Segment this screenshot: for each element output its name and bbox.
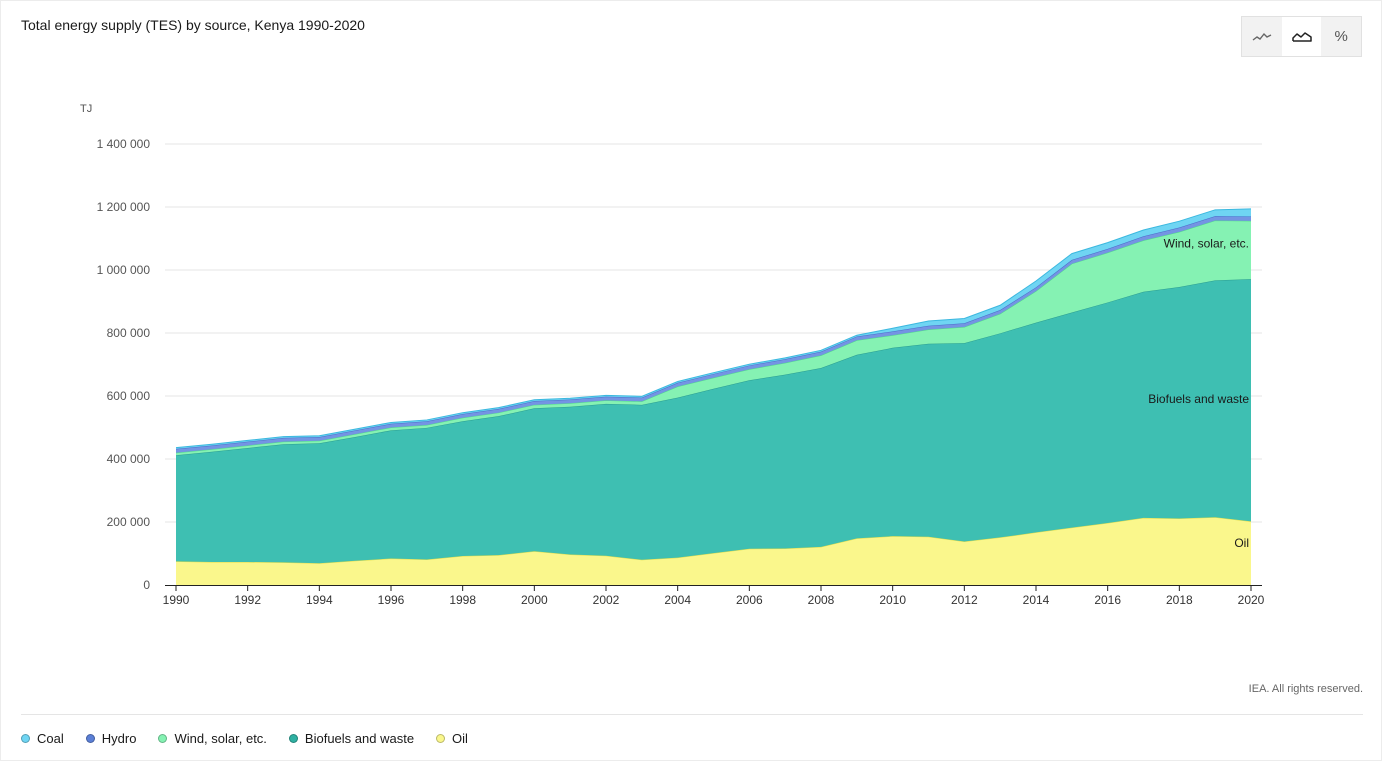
legend-label-oil: Oil — [452, 731, 468, 746]
x-tick-label: 2020 — [1238, 593, 1265, 607]
legend-item-biofuels[interactable]: Biofuels and waste — [288, 731, 415, 746]
line-chart-toggle[interactable] — [1242, 17, 1282, 56]
line-chart-icon — [1252, 32, 1272, 41]
legend-item-wind-solar[interactable]: Wind, solar, etc. — [158, 731, 267, 746]
percent-toggle[interactable]: % — [1321, 17, 1361, 56]
x-tick-label: 1990 — [163, 593, 190, 607]
area-coal — [176, 208, 1251, 449]
area-edge-coal — [175, 208, 1252, 449]
chart-type-toggle-group: % — [1241, 16, 1362, 57]
x-tick-label: 2006 — [736, 593, 763, 607]
area-oil — [176, 517, 1251, 585]
annotation-label: Biofuels and waste — [1148, 392, 1249, 406]
y-axis-unit: TJ — [80, 103, 93, 115]
y-tick-label: 800 000 — [107, 326, 151, 340]
x-tick-label: 2002 — [593, 593, 620, 607]
y-tick-label: 600 000 — [107, 389, 151, 403]
y-tick-label: 200 000 — [107, 515, 151, 529]
legend-dot-coal — [21, 734, 30, 743]
annotation-label: Wind, solar, etc. — [1164, 236, 1249, 250]
y-tick-label: 1 000 000 — [97, 263, 151, 277]
chart-title: Total energy supply (TES) by source, Ken… — [21, 17, 365, 33]
legend-label-coal: Coal — [37, 731, 64, 746]
percent-icon: % — [1334, 28, 1348, 45]
y-tick-label: 0 — [143, 578, 150, 592]
legend-item-oil[interactable]: Oil — [436, 731, 468, 746]
x-tick-label: 1996 — [378, 593, 405, 607]
legend-dot-biofuels — [288, 734, 298, 743]
x-tick-label: 2000 — [521, 593, 548, 607]
area-hydro — [176, 216, 1251, 453]
area-wind-solar-etc — [176, 220, 1251, 456]
x-tick-label: 2014 — [1023, 593, 1050, 607]
legend-label-hydro: Hydro — [101, 731, 137, 746]
x-tick-label: 2004 — [664, 593, 691, 607]
legend-label-biofuels: Biofuels and waste — [304, 731, 415, 746]
legend-label-wind-solar: Wind, solar, etc. — [174, 731, 267, 746]
x-tick-label: 2012 — [951, 593, 978, 607]
area-chart-icon — [1291, 31, 1312, 42]
copyright-note: IEA. All rights reserved. — [1248, 683, 1363, 695]
y-tick-label: 400 000 — [107, 452, 151, 466]
area-biofuels-and-waste — [176, 279, 1251, 564]
x-tick-label: 2008 — [808, 593, 835, 607]
y-tick-label: 1 200 000 — [97, 200, 151, 214]
legend: Coal Hydro Wind, solar, etc. Biofuels an… — [21, 731, 468, 746]
legend-item-hydro[interactable]: Hydro — [85, 731, 137, 746]
legend-dot-wind-solar — [158, 734, 168, 743]
annotation-label: Oil — [1234, 536, 1249, 550]
x-tick-label: 1998 — [449, 593, 476, 607]
x-tick-label: 1992 — [234, 593, 261, 607]
legend-divider — [21, 714, 1363, 715]
x-tick-label: 1994 — [306, 593, 333, 607]
legend-dot-hydro — [85, 734, 95, 743]
legend-dot-oil — [436, 734, 446, 743]
x-tick-label: 2018 — [1166, 593, 1193, 607]
legend-item-coal[interactable]: Coal — [21, 731, 64, 746]
y-tick-label: 1 400 000 — [97, 137, 151, 151]
x-tick-label: 2016 — [1094, 593, 1121, 607]
area-chart-toggle[interactable] — [1281, 17, 1322, 56]
area-chart: 0 200 000 400 000 600 000 800 000 1 000 000 1 … — [97, 137, 1265, 607]
x-tick-label: 2010 — [879, 593, 906, 607]
